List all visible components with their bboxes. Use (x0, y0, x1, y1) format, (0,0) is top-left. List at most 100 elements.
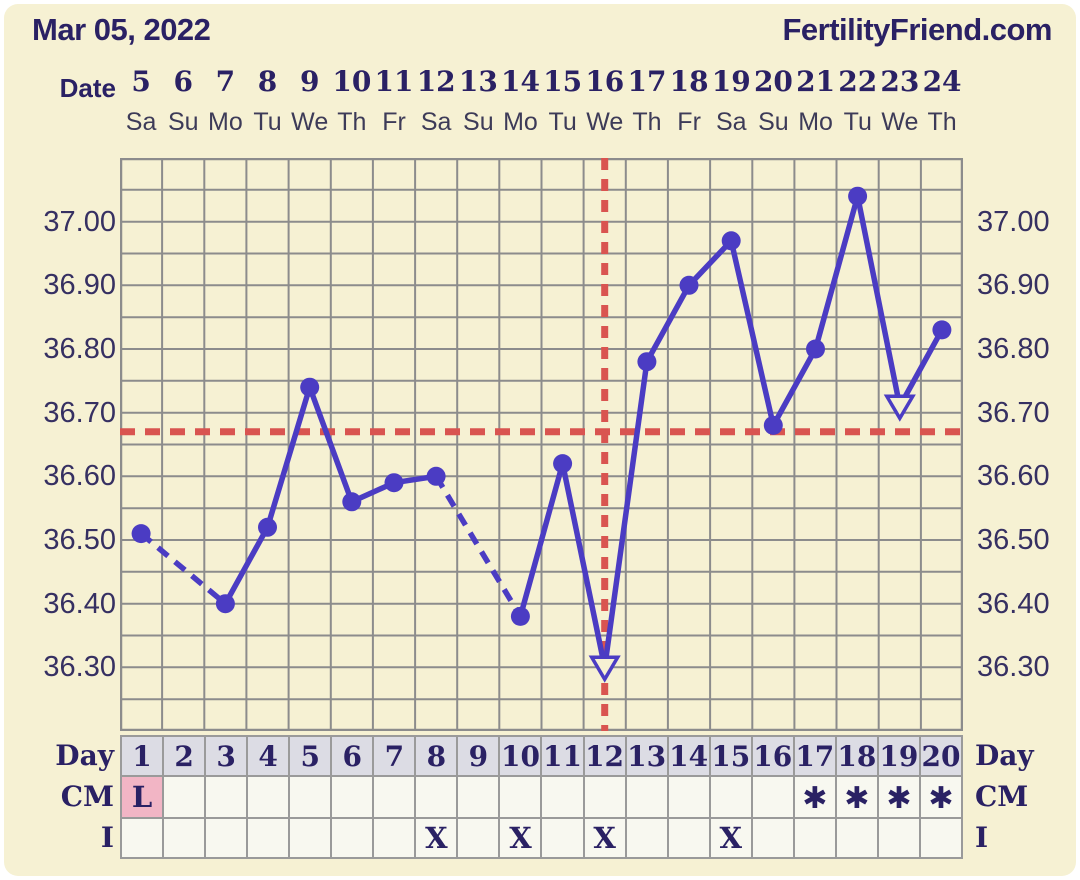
date-column: 9 We (289, 60, 331, 136)
cm-star-mark: ✱ (886, 780, 912, 816)
temp-point-dot (721, 231, 741, 251)
date-number: 6 (173, 65, 193, 98)
intercourse-cell (206, 819, 247, 857)
y-tick-label-right: 36.50 (977, 524, 1050, 556)
cm-cell (626, 777, 667, 817)
temp-point-open-triangle (588, 655, 621, 683)
date-column: 6 Su (162, 60, 204, 136)
intercourse-cell (332, 819, 373, 857)
temp-point-dot (426, 466, 446, 486)
temp-point-dot (806, 339, 825, 359)
day-row: 1 2 3 4 5 6 7 8 9 10 11 12 13 14 15 16 17 18 19 20 (122, 737, 961, 775)
temp-point-dot (342, 492, 362, 512)
y-tick-label-left: 36.40 (43, 587, 116, 620)
day-cell: 13 (626, 737, 667, 775)
temp-point-dot (848, 186, 868, 206)
cm-star-mark: ✱ (802, 780, 828, 816)
day-cell: 9 (458, 737, 499, 775)
date-column: 18 Fr (668, 60, 710, 136)
weekday-label: Fr (382, 108, 406, 136)
cm-cell (248, 777, 289, 817)
brand-link[interactable]: FertilityFriend.com (782, 12, 1052, 47)
cm-cell: ✱ (794, 777, 835, 817)
y-tick-label-right: 36.90 (977, 269, 1050, 302)
intercourse-cell (752, 819, 793, 857)
date-column: 13 Su (457, 60, 499, 136)
weekday-label: Mo (798, 108, 833, 136)
date-column: 24 Th (921, 60, 963, 136)
cm-cell (206, 777, 247, 817)
intercourse-cell (878, 819, 919, 857)
intercourse-cell: X (416, 819, 457, 857)
day-cell: 10 (500, 737, 541, 775)
date-number: 23 (880, 65, 920, 98)
intercourse-cell (164, 819, 205, 857)
date-number: 16 (585, 65, 625, 98)
date-column: 10 Th (331, 60, 373, 136)
date-column: 7 Mo (204, 60, 246, 136)
temp-line-segment (854, 193, 903, 410)
date-number: 20 (753, 65, 793, 98)
temp-line-segment (686, 238, 734, 289)
y-tick-label-left: 36.60 (43, 460, 116, 493)
day-cell: 6 (332, 737, 373, 775)
intercourse-cell (668, 819, 709, 857)
temp-point-open-triangle (883, 394, 916, 422)
intercourse-cell: X (710, 819, 751, 857)
temp-point-dot (300, 377, 320, 397)
weekday-label: Su (758, 108, 789, 136)
weekday-label: Th (632, 108, 662, 136)
temp-line-segment (644, 282, 692, 365)
temp-line-segment (306, 384, 355, 505)
intercourse-cell (458, 819, 499, 857)
cm-cell (332, 777, 373, 817)
date-number: 22 (838, 65, 878, 98)
cm-row: L ✱ ✱ ✱ ✱ (122, 777, 961, 817)
y-tick-label-left: 36.90 (43, 269, 116, 302)
cm-cell (500, 777, 541, 817)
date-column: 11 Fr (373, 60, 415, 136)
intercourse-cell (122, 819, 163, 857)
date-axis-label: Date (59, 73, 116, 103)
weekday-label: We (586, 108, 624, 136)
cm-cell (542, 777, 583, 817)
day-cell: 20 (920, 737, 961, 775)
temp-line-segment (728, 238, 777, 429)
weekday-label: Tu (253, 108, 282, 136)
weekday-label: Tu (843, 108, 872, 136)
cm-label-right: CM (975, 780, 1029, 813)
cm-cell (584, 777, 625, 817)
temp-point-dot (637, 352, 657, 372)
weekday-label: Su (463, 108, 494, 136)
y-tick-label-left: 36.80 (43, 333, 116, 365)
date-column: 20 Su (752, 60, 794, 136)
intercourse-cell (794, 819, 835, 857)
cm-cell (164, 777, 205, 817)
y-tick-label-left: 36.30 (43, 651, 116, 684)
temp-point-dot (258, 517, 277, 537)
temp-point-dot (384, 473, 404, 493)
intercourse-cell (626, 819, 667, 857)
y-tick-label-right: 36.80 (977, 333, 1050, 365)
date-column: 19 Sa (710, 60, 752, 136)
day-cell: 8 (416, 737, 457, 775)
temp-line-segment (433, 474, 523, 618)
weekday-label: Su (167, 108, 199, 136)
temp-point-dot (215, 594, 235, 614)
chart-date-title: Mar 05, 2022 (32, 12, 211, 47)
date-column: 5 Sa (120, 60, 162, 136)
date-column: 23 We (879, 60, 921, 136)
day-cell: 14 (668, 737, 709, 775)
cm-cell (374, 777, 415, 817)
temp-point-dot (510, 606, 530, 626)
cm-cell (668, 777, 709, 817)
weekday-label: We (291, 108, 329, 136)
intercourse-cell (290, 819, 331, 857)
cm-cell (710, 777, 751, 817)
intercourse-cell (374, 819, 415, 857)
cm-cell (458, 777, 499, 817)
intercourse-cell (248, 819, 289, 857)
weekday-label: Tu (548, 108, 577, 136)
